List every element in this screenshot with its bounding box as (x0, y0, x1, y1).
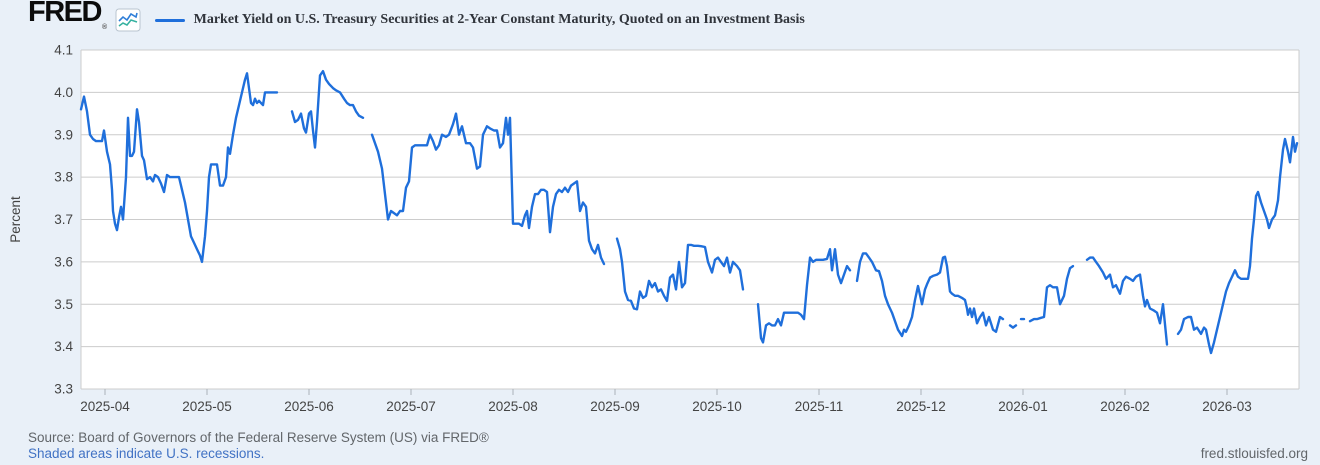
y-tick-label: 4.0 (54, 85, 73, 100)
y-tick-label: 3.7 (54, 212, 73, 227)
y-axis-title: Percent (8, 196, 23, 243)
source-attribution: Source: Board of Governors of the Federa… (28, 430, 489, 445)
series-line[interactable] (1176, 135, 1299, 355)
series-line[interactable] (1028, 264, 1075, 323)
x-tick-label: 2025-07 (386, 399, 436, 414)
fred-logo: FRED® (28, 0, 107, 31)
x-tick-label: 2026-02 (1100, 399, 1150, 414)
series-line[interactable] (855, 252, 1005, 338)
x-tick-label: 2025-08 (488, 399, 538, 414)
y-tick-label: 3.3 (54, 382, 73, 397)
x-tick-label: 2025-12 (896, 399, 946, 414)
fred-site-url: fred.stlouisfed.org (1200, 446, 1308, 461)
y-tick-label: 4.1 (54, 43, 73, 58)
series-line[interactable] (1085, 256, 1169, 346)
registered-mark-icon: ® (101, 24, 107, 31)
chart-header: FRED® Market Yield on U.S. Treasury Secu… (28, 0, 805, 35)
x-tick-label: 2026-03 (1202, 399, 1252, 414)
series-line[interactable] (615, 237, 745, 311)
y-tick-label: 3.5 (54, 297, 73, 312)
x-tick-label: 2025-04 (80, 399, 130, 414)
y-tick-label: 3.8 (54, 170, 73, 185)
x-tick-label: 2025-09 (590, 399, 640, 414)
series-line[interactable] (370, 112, 606, 266)
series-line[interactable] (290, 70, 365, 149)
x-tick-label: 2025-05 (182, 399, 232, 414)
x-tick-label: 2025-06 (284, 399, 334, 414)
series-line[interactable] (1008, 324, 1018, 329)
series-line[interactable] (756, 248, 852, 344)
y-tick-label: 3.9 (54, 127, 73, 142)
y-tick-label: 3.4 (54, 339, 73, 354)
legend-line-swatch (154, 18, 185, 22)
y-tick-label: 3.6 (54, 254, 73, 269)
series-line[interactable] (79, 72, 279, 264)
x-tick-label: 2025-10 (692, 399, 742, 414)
chart-title: Market Yield on U.S. Treasury Securities… (193, 12, 805, 27)
recessions-note-link[interactable]: Shaded areas indicate U.S. recessions. (28, 446, 265, 461)
sparkline-chart-icon (115, 8, 141, 32)
x-tick-label: 2026-01 (998, 399, 1048, 414)
x-tick-label: 2025-11 (795, 399, 844, 414)
